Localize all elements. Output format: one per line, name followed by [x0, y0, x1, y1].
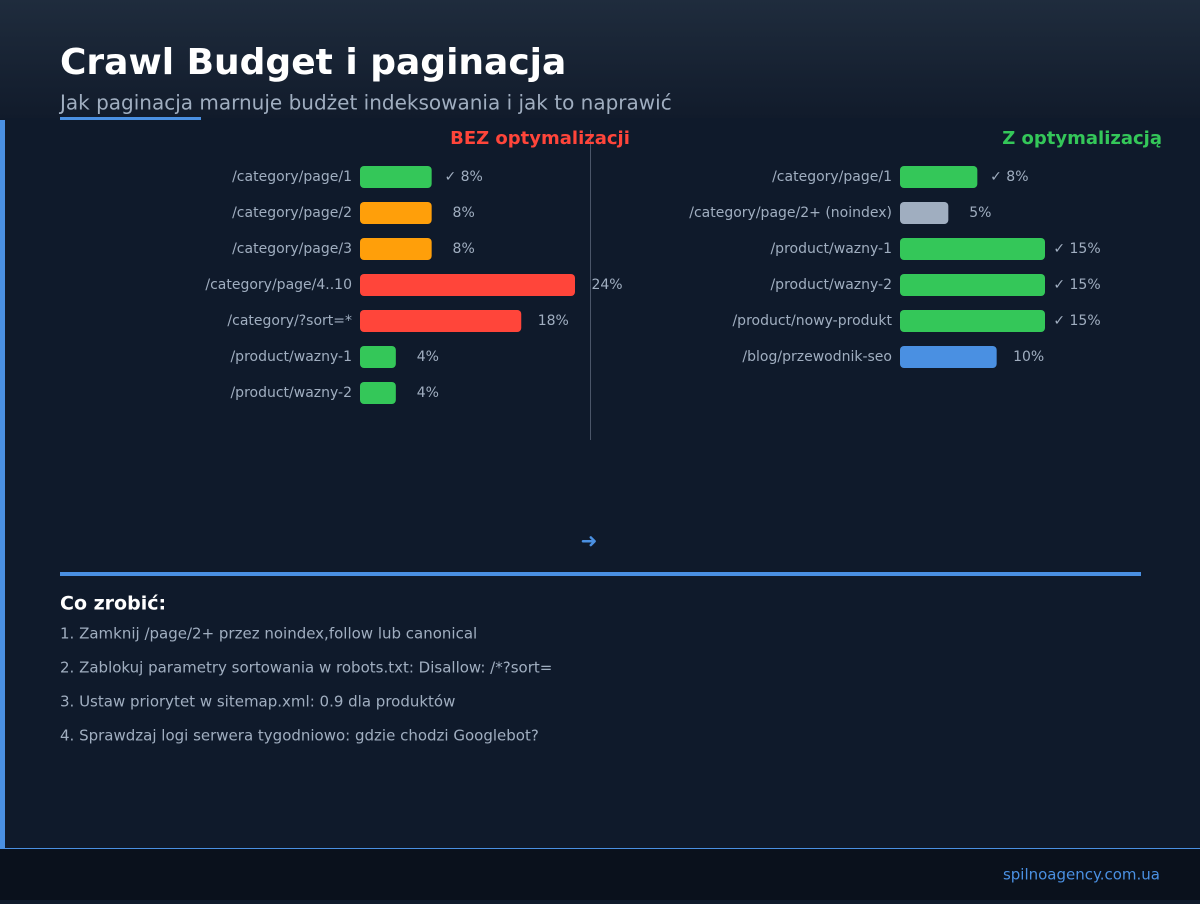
category-label: /product/wazny-2 — [230, 385, 352, 401]
footer: spilnoagency.com.ua — [1003, 866, 1160, 884]
category-label: /product/wazny-1 — [770, 241, 892, 257]
value-label: 4% — [417, 385, 439, 401]
bar — [900, 238, 1045, 260]
value-label: ✓ 8% — [990, 169, 1028, 185]
bar — [900, 202, 949, 224]
value-label: 4% — [417, 349, 439, 365]
bar — [360, 382, 396, 404]
category-label: /category/page/1 — [772, 169, 892, 185]
category-label: /blog/przewodnik-seo — [742, 349, 892, 365]
value-label: ✓ 15% — [1053, 241, 1100, 257]
bar — [900, 274, 1045, 296]
category-label: /category/page/1 — [232, 169, 352, 185]
note-item: 2. Zablokuj parametry sortowania w robot… — [60, 659, 552, 677]
bar — [900, 346, 997, 368]
value-label: 18% — [538, 313, 569, 329]
bar — [360, 274, 575, 296]
charts: BEZ optymalizacji/category/page/1 ✓ 8% /ca… — [205, 128, 1162, 404]
chart-title: Z optymalizacją — [1002, 128, 1162, 149]
category-label: /category/page/2 — [232, 205, 352, 221]
category-label: /category/?sort=* — [227, 313, 352, 329]
arrow: ➜ — [581, 529, 598, 553]
value-label: ✓ 15% — [1053, 313, 1100, 329]
value-label: 10% — [1013, 349, 1044, 365]
bar — [360, 346, 396, 368]
chart-title: BEZ optymalizacji — [450, 128, 630, 149]
side-accent — [0, 120, 5, 848]
value-label: 8% — [453, 241, 475, 257]
bar — [360, 238, 432, 260]
category-label: /category/page/2+ (noindex) — [689, 205, 892, 221]
bar — [900, 166, 978, 188]
notes: 1. Zamknij /page/2+ przez noindex,follow… — [60, 625, 552, 745]
value-label: ✓ 15% — [1053, 277, 1100, 293]
value-label: ✓ 8% — [444, 169, 482, 185]
category-label: /product/nowy-produkt — [732, 313, 892, 329]
header-band — [0, 0, 1200, 118]
separator — [60, 572, 1141, 576]
note-item: 4. Sprawdzaj logi serwera tygodniowo: gd… — [60, 727, 539, 745]
bar — [360, 310, 522, 332]
note-item: 1. Zamknij /page/2+ przez noindex,follow… — [60, 625, 477, 643]
value-label: 24% — [591, 277, 622, 293]
footer-band — [0, 848, 1200, 900]
bar — [900, 310, 1045, 332]
category-label: /product/wazny-1 — [230, 349, 352, 365]
subtitle: Jak paginacja marnuje budżet indeksowani… — [58, 91, 672, 115]
note-item: 3. Ustaw priorytet w sitemap.xml: 0.9 dl… — [60, 693, 455, 711]
value-label: 5% — [969, 205, 991, 221]
bar — [360, 166, 432, 188]
notes-title: Co zrobić: — [60, 593, 166, 615]
category-label: /category/page/3 — [232, 241, 352, 257]
category-label: /category/page/4..10 — [205, 277, 352, 293]
value-label: 8% — [453, 205, 475, 221]
bar — [360, 202, 432, 224]
category-label: /product/wazny-2 — [770, 277, 892, 293]
title: Crawl Budget i paginacja — [60, 42, 566, 83]
subtitle-underline — [60, 117, 201, 120]
